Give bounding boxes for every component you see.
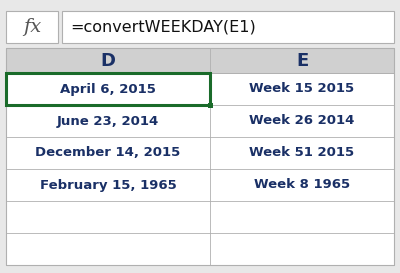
Text: February 15, 1965: February 15, 1965 — [40, 179, 176, 191]
Bar — [6, 48, 210, 73]
Bar — [6, 11, 58, 43]
Text: Week 8 1965: Week 8 1965 — [254, 179, 350, 191]
Text: E: E — [296, 52, 308, 70]
Bar — [208, 102, 212, 108]
Text: June 23, 2014: June 23, 2014 — [57, 114, 159, 127]
Text: Week 26 2014: Week 26 2014 — [249, 114, 355, 127]
Bar — [6, 73, 210, 105]
Text: December 14, 2015: December 14, 2015 — [35, 147, 181, 159]
Bar — [62, 11, 394, 43]
Text: Week 15 2015: Week 15 2015 — [250, 82, 354, 96]
Bar — [6, 73, 394, 265]
Bar — [6, 48, 394, 265]
Text: Week 51 2015: Week 51 2015 — [250, 147, 354, 159]
Text: fx: fx — [23, 18, 41, 36]
Bar — [0, 0, 400, 8]
Text: D: D — [100, 52, 116, 70]
Text: April 6, 2015: April 6, 2015 — [60, 82, 156, 96]
Text: =convertWEEKDAY(E1): =convertWEEKDAY(E1) — [70, 19, 256, 34]
Bar — [210, 48, 394, 73]
